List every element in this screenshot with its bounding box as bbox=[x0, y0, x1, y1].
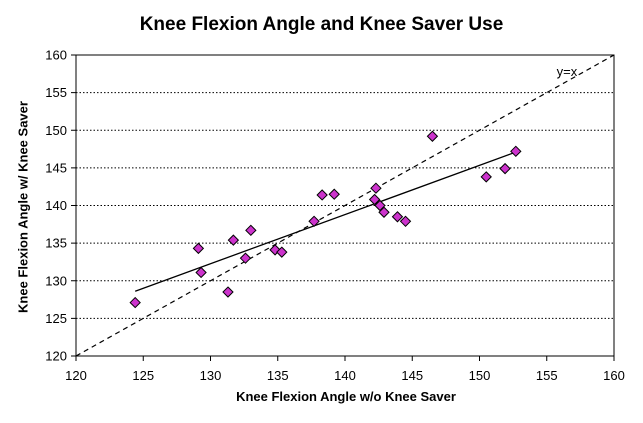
data-point bbox=[368, 193, 381, 206]
data-point bbox=[499, 162, 511, 175]
x-tick-label: 120 bbox=[65, 368, 87, 383]
data-point bbox=[227, 234, 240, 246]
y-tick-label: 130 bbox=[45, 273, 67, 288]
data-point bbox=[378, 206, 390, 218]
data-point bbox=[195, 266, 207, 279]
chart-title: Knee Flexion Angle and Knee Saver Use bbox=[139, 14, 504, 35]
y-tick-label: 140 bbox=[45, 198, 67, 213]
data-point bbox=[308, 215, 320, 228]
data-point bbox=[239, 252, 252, 264]
x-tick-label: 130 bbox=[200, 368, 222, 383]
y-axis-label: Knee Flexion Angle w/ Knee Saver bbox=[15, 101, 31, 313]
data-point bbox=[391, 211, 404, 223]
x-tick-label: 135 bbox=[267, 368, 289, 383]
data-point bbox=[510, 145, 522, 158]
y-tick-label: 145 bbox=[45, 160, 67, 175]
x-axis-label: Knee Flexion Angle w/o Knee Saver bbox=[236, 389, 456, 404]
gridlines bbox=[76, 92, 614, 319]
x-tick-label: 160 bbox=[603, 368, 625, 383]
data-point bbox=[222, 286, 234, 298]
x-tick-label: 125 bbox=[132, 368, 154, 383]
x-axis-ticks: 120 125 130 135 140 145 150 155 160 bbox=[65, 356, 625, 383]
x-tick-label: 150 bbox=[469, 368, 491, 383]
reference-line-y-equals-x bbox=[75, 54, 615, 357]
data-point bbox=[328, 188, 340, 200]
data-point bbox=[192, 242, 205, 255]
trendline bbox=[134, 151, 517, 292]
data-point bbox=[370, 182, 382, 194]
y-tick-label: 125 bbox=[45, 311, 67, 326]
y-tick-label: 155 bbox=[45, 85, 67, 100]
x-tick-label: 140 bbox=[334, 368, 356, 383]
data-point bbox=[399, 215, 412, 228]
y-tick-label: 120 bbox=[45, 349, 67, 364]
y-tick-label: 160 bbox=[45, 48, 67, 63]
reference-line-label: y=x bbox=[557, 64, 578, 79]
x-tick-label: 155 bbox=[536, 368, 558, 383]
data-points bbox=[129, 130, 522, 309]
data-point bbox=[426, 130, 439, 142]
y-axis-ticks: 120 125 130 135 140 145 150 155 160 bbox=[45, 48, 76, 364]
data-point bbox=[316, 189, 328, 201]
data-point bbox=[245, 224, 257, 237]
data-point bbox=[480, 171, 492, 183]
y-tick-label: 150 bbox=[45, 123, 67, 138]
data-point bbox=[276, 246, 288, 258]
data-point bbox=[374, 199, 386, 212]
data-point bbox=[129, 296, 141, 309]
x-tick-label: 145 bbox=[401, 368, 423, 383]
y-tick-label: 135 bbox=[45, 236, 67, 251]
